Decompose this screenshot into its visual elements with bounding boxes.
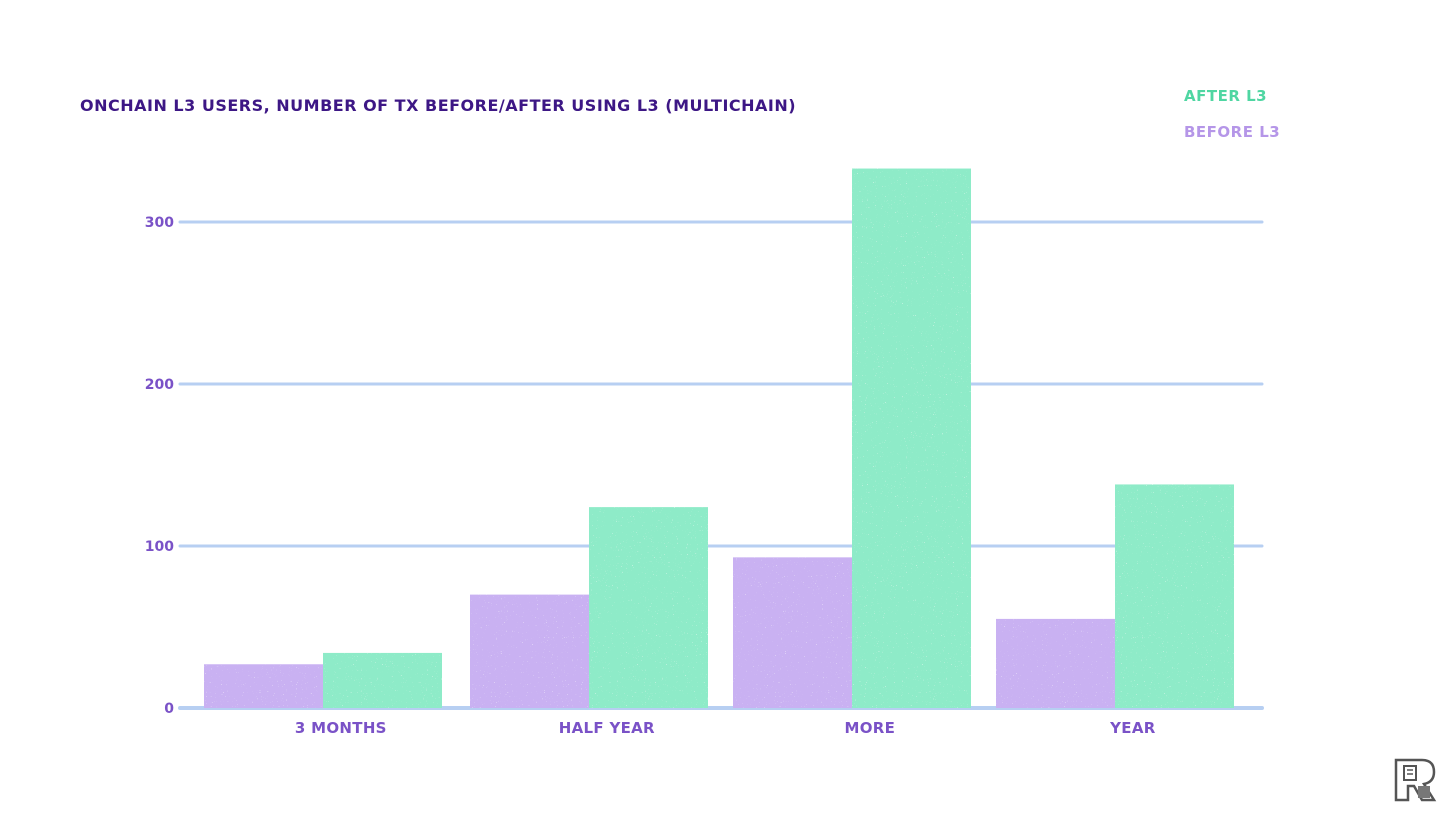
bars — [204, 168, 1234, 709]
legend-item-after: AFTER L3 — [1184, 87, 1268, 105]
y-tick-label: 0 — [164, 701, 174, 717]
publisher-logo-icon — [1394, 758, 1437, 802]
x-category-label: YEAR — [1109, 719, 1156, 737]
x-category-label: HALF YEAR — [559, 719, 655, 737]
y-tick-label: 200 — [145, 377, 174, 393]
bar-before-3 — [733, 557, 852, 708]
bar-before-2 — [470, 594, 589, 708]
y-tick-label: 100 — [145, 539, 174, 555]
y-tick-label: 300 — [145, 215, 174, 231]
bar-after-4 — [1115, 484, 1234, 708]
chart-legend: AFTER L3 BEFORE L3 — [1184, 86, 1280, 158]
bar-after-3 — [852, 168, 971, 709]
bar-after-1 — [323, 652, 442, 708]
x-category-label: 3 MONTHS — [295, 719, 387, 737]
bar-after-2 — [589, 507, 708, 708]
legend-item-before: BEFORE L3 — [1184, 123, 1281, 141]
chart-title: ONCHAIN L3 USERS, NUMBER OF TX BEFORE/AF… — [80, 96, 797, 115]
x-category-label: MORE — [845, 719, 896, 737]
bar-before-4 — [996, 618, 1115, 708]
axis-labels: 0 100 200 300 3 MONTHS HALF YEAR MORE YEAR — [145, 215, 1156, 737]
bar-before-1 — [204, 664, 323, 708]
